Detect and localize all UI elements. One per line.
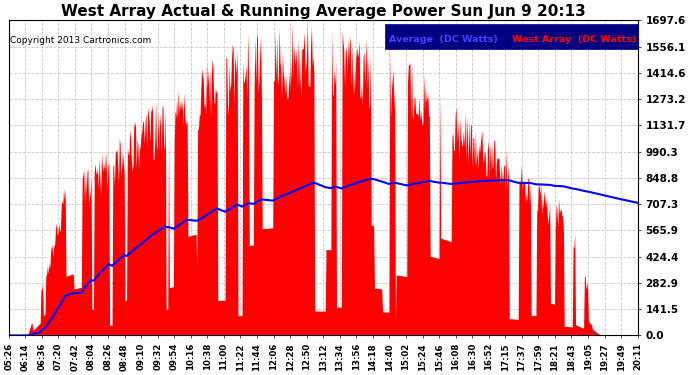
Text: Copyright 2013 Cartronics.com: Copyright 2013 Cartronics.com — [10, 36, 151, 45]
Text: West Array  (DC Watts): West Array (DC Watts) — [512, 35, 636, 44]
Title: West Array Actual & Running Average Power Sun Jun 9 20:13: West Array Actual & Running Average Powe… — [61, 4, 586, 19]
Text: Average  (DC Watts): Average (DC Watts) — [389, 35, 497, 44]
